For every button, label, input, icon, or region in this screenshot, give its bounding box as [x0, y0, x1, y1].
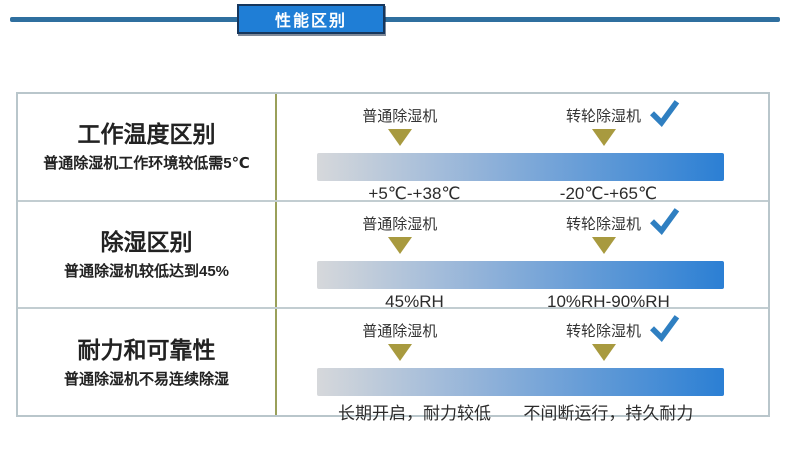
table-row-reliability: 耐力和可靠性 普通除湿机不易连续除湿 普通除湿机 转轮除湿机 长期开启，耐力较低 — [18, 309, 768, 423]
down-arrow-icon — [387, 129, 412, 146]
row-header-cell: 耐力和可靠性 普通除湿机不易连续除湿 — [18, 309, 277, 416]
row-subtitle: 普通除湿机较低达到45% — [63, 262, 230, 280]
rotary-dehumidifier-label: 转轮除湿机 — [566, 108, 642, 125]
ordinary-value: 45%RH — [385, 291, 444, 311]
header-rule-line — [10, 17, 780, 22]
performance-table: 工作温度区别 普通除湿机工作环境较低需5℃ 普通除湿机 转轮除湿机 +5℃-+3… — [16, 92, 770, 423]
row-subtitle: 普通除湿机工作环境较低需5℃ — [43, 155, 250, 173]
row-title: 耐力和可靠性 — [77, 336, 216, 363]
row-comparison-cell: 普通除湿机 转轮除湿机 长期开启，耐力较低 不间断运行，持久耐力 — [277, 309, 768, 423]
ordinary-dehumidifier-group: 普通除湿机 — [302, 320, 498, 362]
page-title: 性能区别 — [274, 13, 347, 30]
rotary-dehumidifier-label: 转轮除湿机 — [566, 323, 642, 341]
table-row-dehumidification: 除湿区别 普通除湿机较低达到45% 普通除湿机 转轮除湿机 45%RH 10%R — [18, 201, 768, 311]
rotary-dehumidifier-group: 转轮除湿机 — [505, 100, 701, 146]
ordinary-dehumidifier-label: 普通除湿机 — [362, 108, 438, 125]
down-arrow-icon — [591, 236, 616, 254]
rotary-value: -20℃-+65℃ — [559, 184, 658, 203]
row-header-cell: 工作温度区别 普通除湿机工作环境较低需5℃ — [18, 94, 277, 200]
gradient-scale-bar — [317, 368, 724, 397]
ordinary-dehumidifier-group: 普通除湿机 — [302, 105, 498, 146]
gradient-scale-bar — [317, 153, 724, 181]
rotary-dehumidifier-group: 转轮除湿机 — [505, 207, 701, 254]
rotary-dehumidifier-label: 转轮除湿机 — [566, 215, 642, 233]
row-header-cell: 除湿区别 普通除湿机较低达到45% — [18, 201, 277, 308]
row-subtitle: 普通除湿机不易连续除湿 — [63, 370, 229, 388]
gradient-scale-bar — [317, 260, 724, 289]
checkmark-icon — [649, 100, 679, 128]
checkmark-icon — [649, 207, 679, 235]
ordinary-value: 长期开启，耐力较低 — [337, 404, 491, 424]
down-arrow-icon — [387, 344, 412, 362]
ordinary-dehumidifier-label: 普通除湿机 — [362, 323, 438, 341]
header-title-box: 性能区别 — [237, 4, 385, 34]
ordinary-dehumidifier-label: 普通除湿机 — [362, 215, 438, 233]
row-title: 除湿区别 — [100, 229, 193, 256]
rotary-value: 10%RH-90%RH — [547, 291, 670, 311]
row-comparison-cell: 普通除湿机 转轮除湿机 45%RH 10%RH-90%RH — [277, 202, 768, 311]
row-comparison-cell: 普通除湿机 转轮除湿机 +5℃-+38℃ -20℃-+65℃ — [277, 94, 768, 203]
table-row-temperature: 工作温度区别 普通除湿机工作环境较低需5℃ 普通除湿机 转轮除湿机 +5℃-+3… — [18, 94, 768, 203]
checkmark-icon — [649, 315, 679, 343]
rotary-dehumidifier-group: 转轮除湿机 — [505, 315, 701, 362]
down-arrow-icon — [387, 236, 412, 254]
ordinary-dehumidifier-group: 普通除湿机 — [302, 213, 498, 254]
rotary-value: 不间断运行，持久耐力 — [523, 404, 694, 424]
down-arrow-icon — [591, 129, 616, 146]
down-arrow-icon — [591, 344, 616, 362]
row-title: 工作温度区别 — [77, 121, 216, 148]
ordinary-value: +5℃-+38℃ — [368, 184, 461, 203]
